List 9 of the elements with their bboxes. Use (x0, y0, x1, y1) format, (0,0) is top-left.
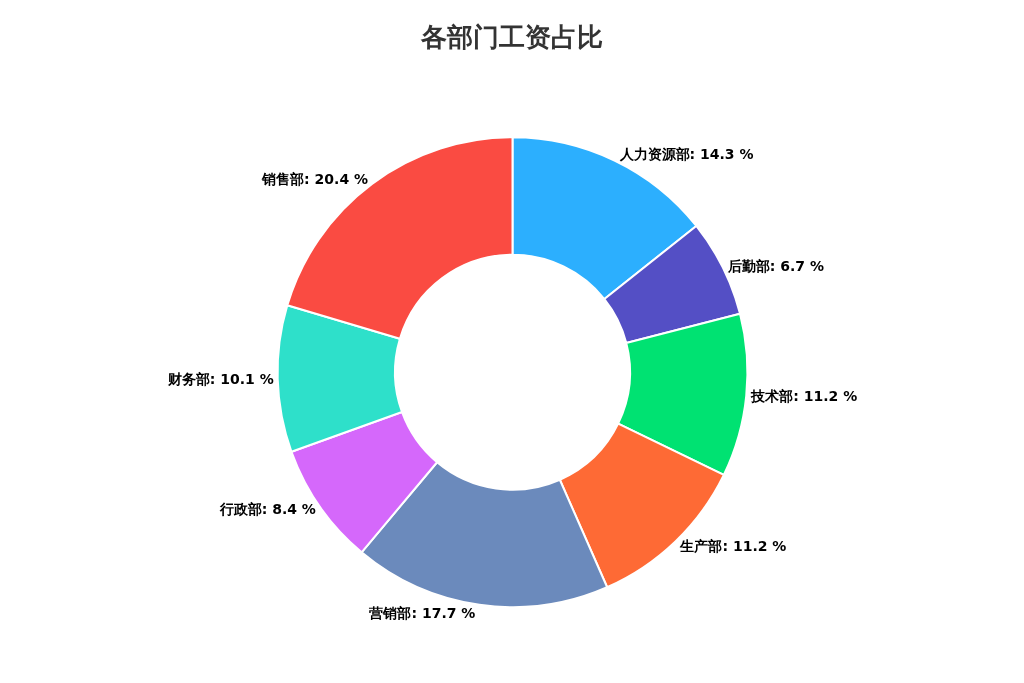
slice-label: 行政部: 8.4 % (218, 501, 316, 518)
chart-title: 各部门工资占比 (420, 21, 603, 52)
slice-label: 生产部: 11.2 % (679, 537, 787, 554)
slice-label: 财务部: 10.1 % (166, 370, 274, 387)
slice-label: 后勤部: 6.7 % (726, 257, 825, 274)
slice-label: 销售部: 20.4 % (261, 170, 369, 187)
slice-label: 技术部: 11.2 % (750, 387, 858, 404)
slice-label: 人力资源部: 14.3 % (618, 146, 754, 163)
slice-label: 营销部: 17.7 % (368, 604, 476, 621)
